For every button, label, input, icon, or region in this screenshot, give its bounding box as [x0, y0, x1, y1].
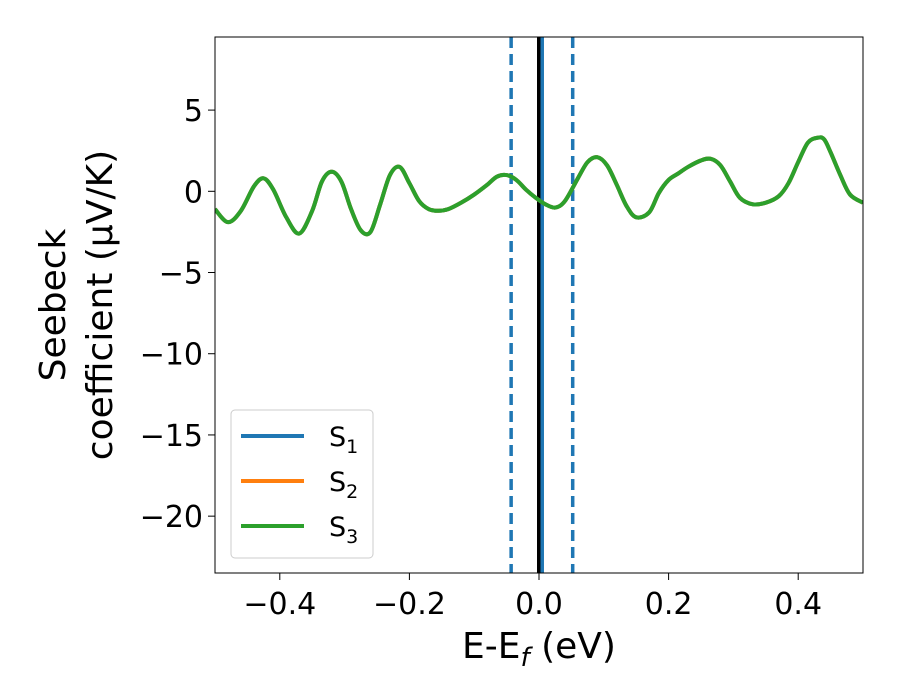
x-axis-label: E-Ef (eV)	[462, 626, 616, 673]
y-tick-label: −10	[140, 338, 203, 373]
y-axis-label: Seebeck coefficient (μV/K)	[33, 150, 121, 460]
legend-label-s3: S3	[329, 512, 358, 548]
x-tick-label: 0.2	[645, 587, 693, 622]
legend-label-s1: S1	[329, 422, 358, 458]
y-tick-label: −15	[140, 419, 203, 454]
x-tick-label: 0.4	[774, 587, 822, 622]
y-tick-label: 5	[184, 94, 203, 129]
x-tick-label: −0.2	[373, 587, 446, 622]
series-lines	[215, 135, 863, 237]
x-tick-label: 0.0	[515, 587, 563, 622]
vertical-reference-lines	[509, 37, 575, 573]
y-tick-label: 0	[184, 175, 203, 210]
y-tick-label: −5	[159, 257, 203, 292]
legend-box	[230, 409, 374, 559]
y-axis-label-line1: Seebeck	[33, 228, 74, 381]
y-axis-label-line2: coefficient (μV/K)	[80, 150, 121, 460]
series-line-s3	[215, 135, 863, 237]
legend: S1 S2 S3	[230, 409, 374, 559]
x-tick-label: −0.4	[243, 587, 316, 622]
legend-label-s2: S2	[329, 467, 358, 503]
x-axis-ticks: −0.4 −0.2 0.0 0.2 0.4	[243, 573, 822, 622]
y-tick-label: −20	[140, 500, 203, 535]
y-axis-ticks: 5 0 −5 −10 −15 −20	[140, 94, 215, 535]
